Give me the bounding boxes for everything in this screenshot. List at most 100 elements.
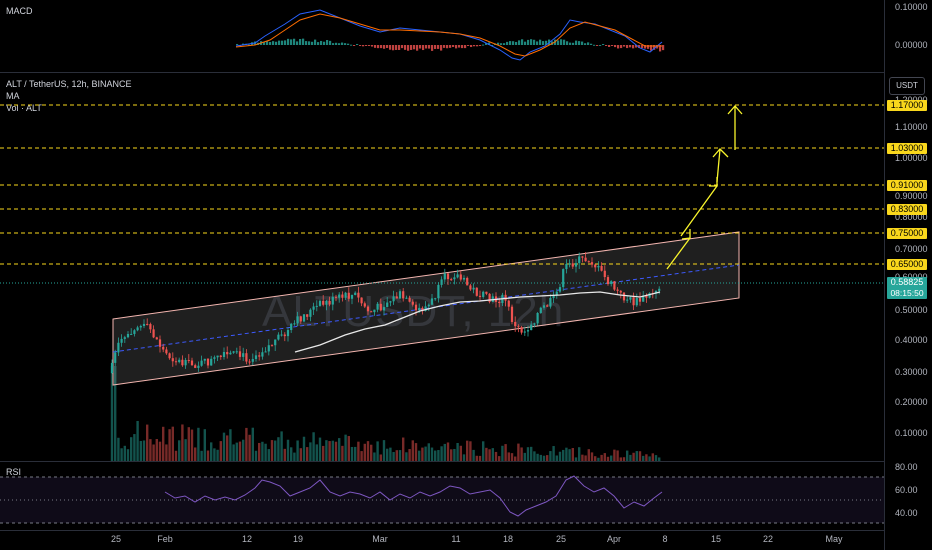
candle-body (488, 293, 491, 302)
candle-body (142, 323, 146, 327)
price-tick-080: 0.80000 (895, 212, 928, 222)
candle-body (450, 279, 453, 281)
volume-bar (344, 434, 347, 461)
macd-histogram-bar (431, 45, 434, 51)
macd-histogram-bar (410, 45, 413, 50)
candle-body (629, 297, 632, 300)
candle-body (453, 277, 456, 280)
macd-histogram-bar (620, 45, 623, 49)
volume-bar (648, 456, 651, 461)
macd-histogram-bar (353, 45, 356, 46)
rsi-label: RSI (6, 467, 22, 477)
candle-body (398, 291, 402, 299)
level-tag-083[interactable]: 0.83000 (887, 204, 927, 215)
candle-body (120, 338, 123, 343)
macd-histogram-bar (272, 41, 275, 45)
candle-body (232, 351, 235, 353)
candle-body (254, 355, 258, 360)
volume-bar (520, 447, 523, 461)
candle-body (312, 306, 315, 310)
volume-bar (456, 442, 459, 461)
ma-indicator-label[interactable]: MA (6, 91, 20, 101)
candle-body (443, 273, 446, 280)
price-pane[interactable]: ALTUSDT, 12h ALT / TetherUS, 12h, BINANC… (0, 73, 932, 461)
price-chart (0, 104, 884, 461)
macd-histogram-bar (650, 45, 653, 51)
level-tag-075[interactable]: 0.75000 (887, 228, 927, 239)
candle-body (165, 349, 168, 354)
level-tag-117[interactable]: 1.17000 (887, 100, 927, 111)
candle-body (482, 291, 485, 297)
price-tick-100: 1.00000 (895, 153, 928, 163)
volume-bar (296, 440, 299, 461)
volume-bar (616, 450, 619, 461)
volume-bar (149, 439, 152, 461)
volume-bar (386, 448, 389, 461)
macd-histogram-bar (275, 41, 278, 45)
candle-body (475, 287, 478, 296)
level-tag-091[interactable]: 0.91000 (887, 180, 927, 191)
macd-histogram-bar (602, 43, 605, 45)
candle-body (638, 298, 642, 302)
volume-bar (562, 449, 565, 461)
time-label-4: Mar (372, 534, 388, 544)
macd-histogram-bar (503, 43, 506, 45)
currency-button[interactable]: USDT (889, 77, 925, 95)
candle-body (283, 334, 286, 337)
volume-indicator-label[interactable]: Vol · ALT (6, 103, 42, 113)
candle-body (133, 330, 136, 334)
candle-body (325, 300, 328, 305)
macd-histogram-bar (329, 40, 332, 45)
candle-body (363, 303, 366, 307)
time-axis[interactable]: 25 Feb 12 19 Mar 11 18 25 Apr 8 15 22 Ma… (0, 531, 884, 550)
volume-bar (318, 437, 322, 461)
candle-body (242, 353, 245, 357)
macd-histogram-bar (368, 45, 371, 46)
macd-histogram-bar (326, 40, 329, 45)
candle-body (270, 345, 274, 347)
volume-bar (635, 451, 638, 461)
time-label-9: 8 (662, 534, 668, 544)
candle-body (344, 292, 347, 298)
macd-histogram-bar (509, 41, 512, 45)
macd-signal-line (235, 13, 662, 57)
time-label-3: 19 (292, 534, 304, 544)
macd-histogram-bar (518, 40, 521, 45)
candle-body (219, 355, 222, 357)
volume-bar (245, 427, 248, 461)
macd-histogram-bar (338, 43, 341, 45)
time-label-8: Apr (606, 534, 622, 544)
volume-bar (238, 441, 242, 461)
candle-body (245, 353, 248, 362)
volume-bar (469, 441, 472, 461)
macd-histogram-bar (578, 41, 581, 45)
macd-histogram-bar (593, 44, 596, 46)
macd-histogram-bar (404, 45, 407, 50)
candle-body (277, 334, 280, 340)
macd-histogram-bar (629, 45, 632, 48)
macd-histogram-bar (458, 45, 461, 48)
macd-histogram-bar (302, 38, 305, 45)
symbol-title[interactable]: ALT / TetherUS, 12h, BINANCE (6, 79, 132, 89)
candle-body (574, 263, 578, 267)
volume-bar (507, 452, 510, 461)
level-tag-065[interactable]: 0.65000 (887, 259, 927, 270)
candle-body (290, 323, 293, 331)
macd-histogram-bar (419, 45, 422, 49)
macd-tick-1: 0.00000 (895, 40, 928, 50)
candle-body (360, 297, 363, 304)
volume-bar (222, 432, 226, 461)
volume-bar (261, 441, 264, 461)
level-tag-103[interactable]: 1.03000 (887, 143, 927, 154)
volume-bar (338, 438, 341, 461)
candle-body (555, 291, 558, 295)
volume-bar (459, 445, 462, 461)
volume-bar (638, 451, 642, 461)
volume-bar (424, 446, 427, 461)
volume-bar (280, 431, 283, 461)
macd-histogram-bar (236, 43, 239, 45)
volume-bar (363, 443, 366, 461)
macd-pane: MACD (0, 0, 932, 70)
macd-histogram-bar (401, 45, 404, 49)
volume-bar (146, 424, 149, 461)
